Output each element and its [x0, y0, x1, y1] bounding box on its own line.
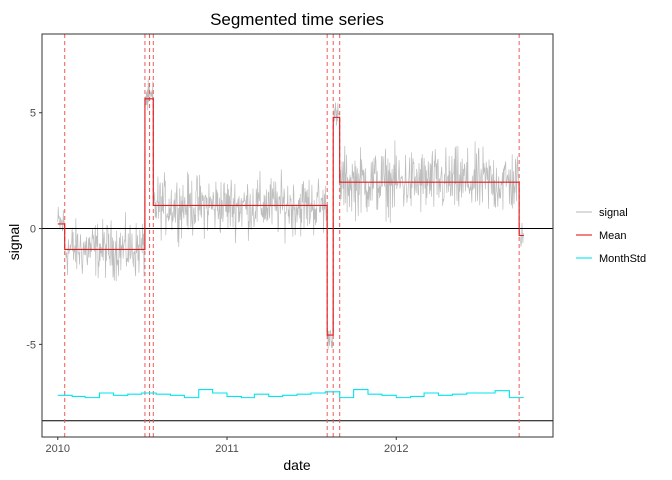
- plot-area: 5 0 -5 2010 2011 2012: [26, 33, 554, 455]
- x-tick-label: 2010: [46, 443, 70, 455]
- y-tick-label: 5: [30, 108, 36, 120]
- legend-label: MonthStd: [599, 253, 646, 265]
- x-tick-label: 2012: [384, 443, 408, 455]
- signal-line: [57, 78, 525, 350]
- plot-border: [41, 33, 554, 438]
- chart-title: Segmented time series: [210, 10, 384, 29]
- monthstd-line: [57, 388, 524, 399]
- x-tick-label: 2011: [215, 443, 239, 455]
- y-tick-label: -5: [26, 339, 36, 351]
- series-layer: [42, 34, 553, 437]
- x-axis-title: date: [283, 457, 310, 473]
- legend-label: Mean: [599, 230, 627, 242]
- y-axis-title: signal: [6, 224, 22, 261]
- legend: signal Mean MonthStd: [576, 207, 646, 265]
- y-tick-label: 0: [30, 224, 36, 236]
- legend-label: signal: [599, 207, 628, 219]
- mean-line: [57, 98, 524, 336]
